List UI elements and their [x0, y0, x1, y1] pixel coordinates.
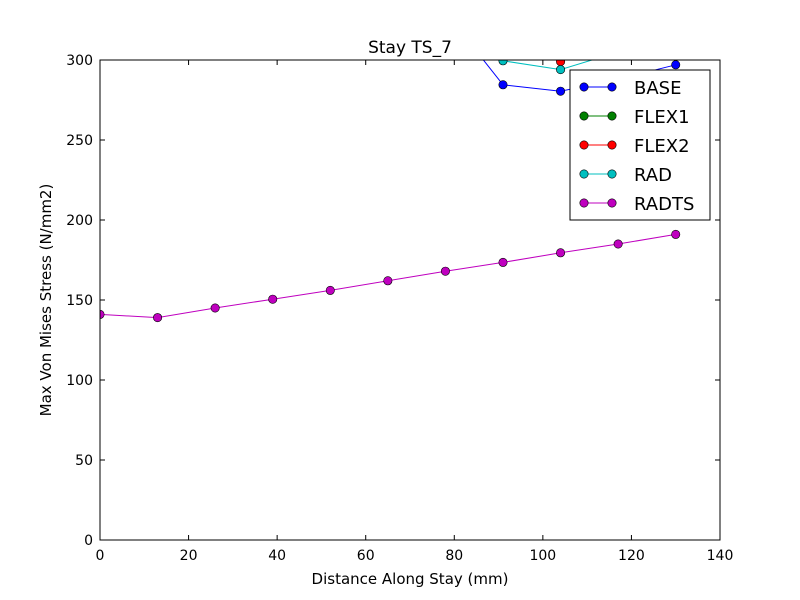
legend: BASE FLEX1 FLEX2 RAD RADTS — [569, 69, 711, 221]
data-point-radts — [153, 313, 163, 323]
data-point-radts — [498, 257, 508, 267]
legend-label-rad: RAD — [634, 165, 672, 186]
data-point-base — [498, 80, 508, 90]
data-point-radts — [383, 276, 393, 286]
legend-label-base: BASE — [634, 78, 681, 99]
legend-marker-base — [607, 82, 617, 92]
ticks-layer: 0 20 40 60 80 100 120 140 0 50 100 150 200 250 300 — [66, 53, 733, 564]
y-tick-label: 200 — [66, 213, 93, 229]
legend-marker-flex1 — [607, 111, 617, 121]
legend-marker-radts — [579, 198, 589, 208]
legend-marker-base — [579, 82, 589, 92]
legend-label-flex1: FLEX1 — [634, 107, 690, 128]
data-point-radts — [440, 266, 450, 276]
data-point-rad — [556, 65, 566, 75]
y-tick-label: 100 — [66, 373, 93, 389]
legend-label-flex2: FLEX2 — [634, 136, 690, 157]
y-tick-label: 150 — [66, 293, 93, 309]
data-point-radts — [671, 229, 681, 239]
series-rad — [498, 60, 594, 75]
x-tick-label: 40 — [268, 548, 286, 564]
legend-marker-flex2 — [579, 140, 589, 150]
chart-title: Stay TS_7 — [368, 38, 452, 58]
x-tick-label: 100 — [529, 548, 556, 564]
data-point-radts — [325, 285, 335, 295]
data-point-radts — [613, 239, 623, 249]
x-tick-label: 0 — [96, 548, 105, 564]
legend-marker-rad — [579, 169, 589, 179]
y-tick-label: 300 — [66, 53, 93, 69]
y-tick-label: 0 — [84, 533, 93, 549]
x-tick-label: 140 — [707, 548, 734, 564]
legend-label-radts: RADTS — [634, 194, 694, 215]
legend-marker-rad — [607, 169, 617, 179]
series-line-rad — [499, 60, 594, 71]
legend-marker-flex2 — [607, 140, 617, 150]
data-point-rad — [498, 60, 508, 66]
data-point-base — [556, 86, 566, 96]
legend-marker-flex1 — [579, 111, 589, 121]
x-axis-label: Distance Along Stay (mm) — [312, 570, 509, 588]
y-tick-label: 50 — [75, 453, 93, 469]
data-point-radts — [210, 303, 220, 313]
x-tick-label: 60 — [357, 548, 375, 564]
data-point-radts — [556, 248, 566, 258]
series-radts — [100, 229, 681, 323]
legend-marker-radts — [607, 198, 617, 208]
data-point-radts — [268, 294, 278, 304]
y-axis-label: Max Von Mises Stress (N/mm2) — [37, 184, 55, 417]
x-tick-label: 120 — [618, 548, 645, 564]
x-tick-label: 20 — [180, 548, 198, 564]
y-tick-label: 250 — [66, 133, 93, 149]
x-tick-label: 80 — [445, 548, 463, 564]
data-point-base — [671, 60, 681, 70]
